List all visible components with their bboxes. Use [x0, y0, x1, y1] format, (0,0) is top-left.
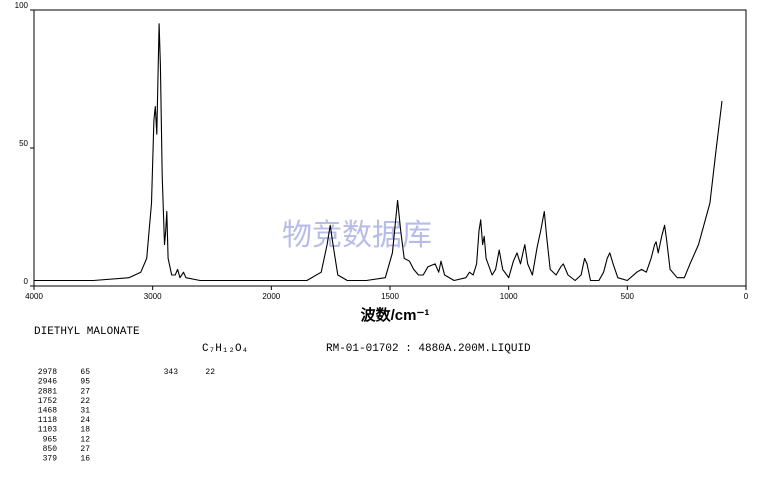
- x-tick-label: 1000: [500, 292, 518, 301]
- peak-wavenumber: 850: [43, 445, 58, 454]
- x-axis-label: 波数/cm⁻¹: [361, 306, 430, 324]
- peak-wavenumber: 965: [43, 435, 58, 444]
- spectrum-line: [34, 23, 723, 282]
- peak-intensity: 12: [80, 435, 90, 444]
- y-tick-label: 50: [19, 139, 28, 148]
- peak-wavenumber: 1118: [38, 416, 57, 425]
- peak-intensity: 27: [80, 387, 90, 396]
- x-tick-label: 4000: [25, 292, 43, 301]
- peak-intensity: 95: [80, 378, 90, 387]
- peak-intensity: 24: [80, 416, 90, 425]
- peak-intensity: 16: [80, 455, 90, 464]
- x-tick-label: 3000: [144, 292, 162, 301]
- peak-wavenumber: 2946: [38, 378, 57, 387]
- peak-intensity: 31: [80, 407, 90, 416]
- y-tick-label: 100: [15, 1, 29, 10]
- peak-intensity: 22: [80, 397, 90, 406]
- peak-intensity: 18: [80, 426, 90, 435]
- peak-wavenumber: 1752: [38, 397, 57, 406]
- peak-wavenumber: 1103: [38, 426, 57, 435]
- peak-intensity: 65: [80, 368, 90, 377]
- x-tick-label: 500: [621, 292, 635, 301]
- peak-intensity: 27: [80, 445, 90, 454]
- peak-wavenumber: 1468: [38, 407, 57, 416]
- peak-wavenumber: 2881: [38, 387, 57, 396]
- x-tick-label: 1500: [381, 292, 399, 301]
- peak-wavenumber: 379: [43, 455, 58, 464]
- formula: C₇H₁₂O₄: [202, 343, 248, 355]
- compound-name: DIETHYL MALONATE: [34, 326, 140, 338]
- peak-intensity: 22: [205, 368, 215, 377]
- peak-wavenumber: 343: [164, 368, 179, 377]
- y-tick-label: 0: [24, 277, 29, 286]
- peak-wavenumber: 2978: [38, 368, 57, 377]
- x-tick-label: 0: [744, 292, 749, 301]
- catalog: RM-01-01702 : 4880A.200M.LIQUID: [326, 343, 531, 355]
- x-tick-label: 2000: [262, 292, 280, 301]
- watermark: 物竞数据库: [282, 219, 432, 252]
